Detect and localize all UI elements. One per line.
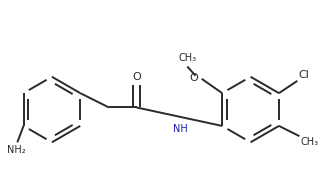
Text: O: O — [190, 73, 199, 83]
Text: Cl: Cl — [298, 70, 309, 80]
Text: NH₂: NH₂ — [7, 145, 26, 155]
Text: O: O — [132, 72, 141, 82]
Text: CH₃: CH₃ — [178, 53, 197, 64]
Text: CH₃: CH₃ — [301, 137, 319, 147]
Text: NH: NH — [173, 124, 188, 134]
